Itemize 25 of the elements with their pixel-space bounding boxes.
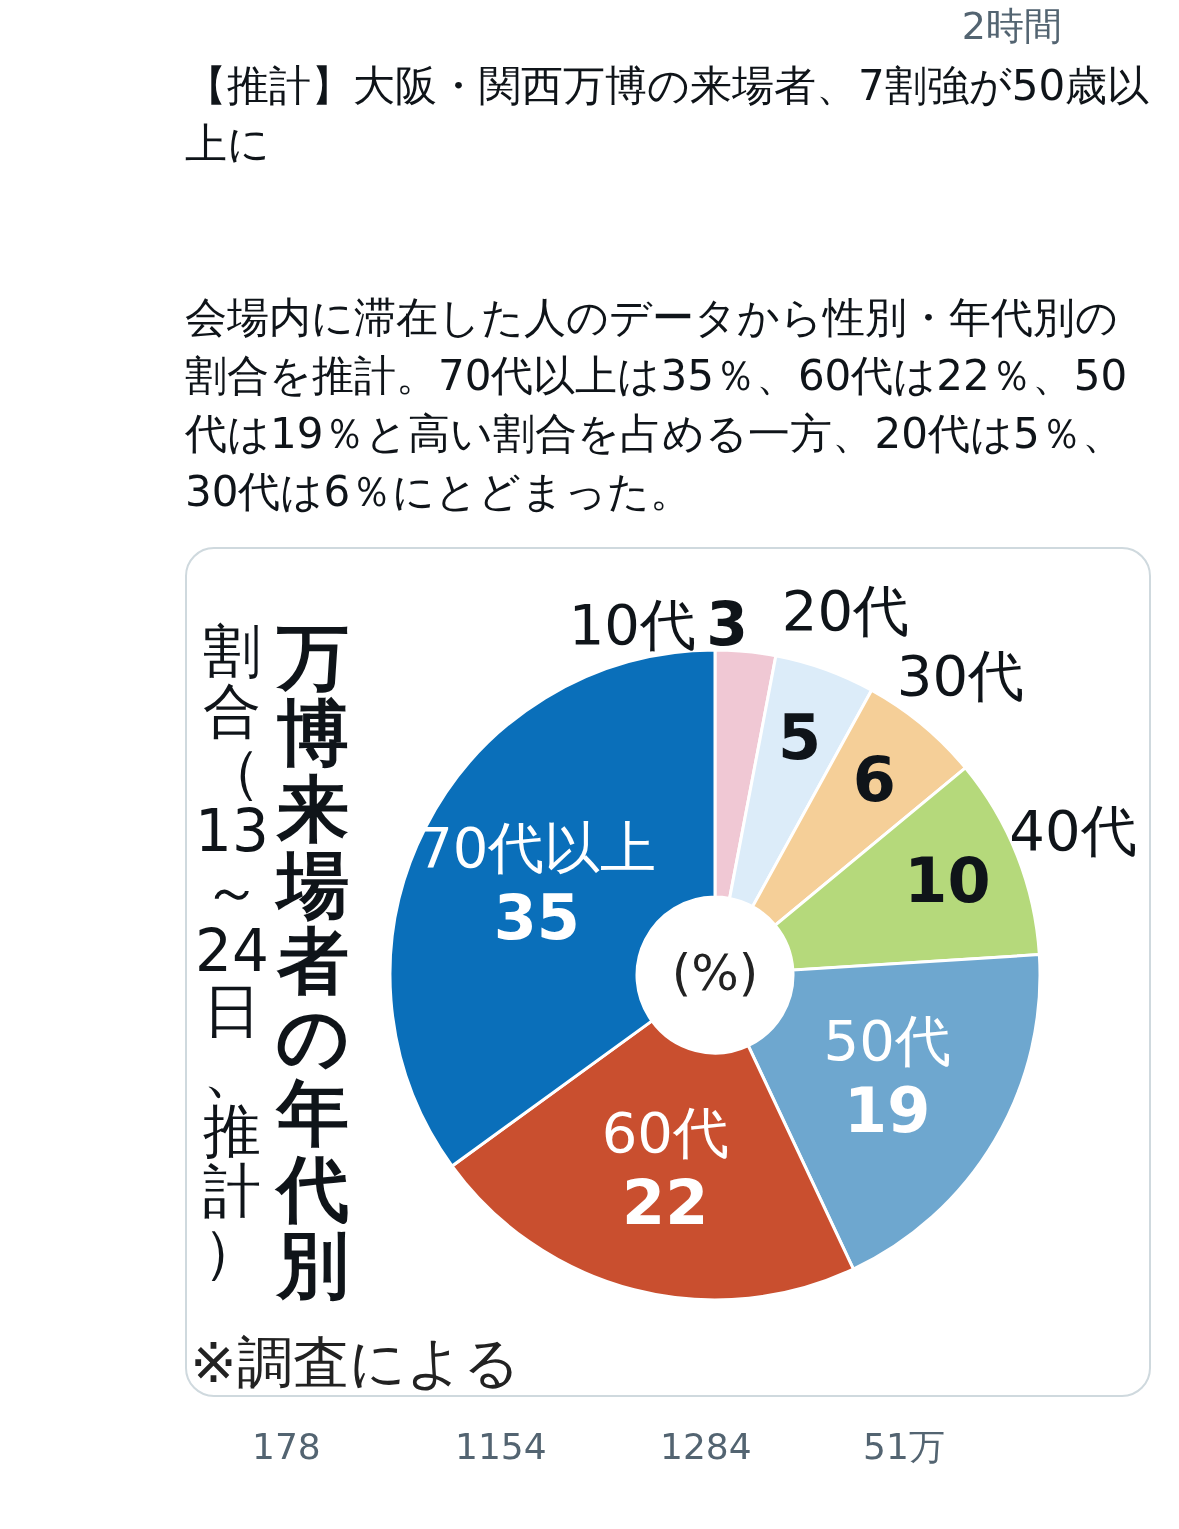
- text: 1154: [455, 1426, 547, 1467]
- slice-label: 20代: [781, 577, 910, 643]
- slice-label: 10代: [568, 591, 696, 657]
- data-label: 19: [844, 1073, 931, 1147]
- slice-label: 60代: [601, 1099, 729, 1165]
- data-label: 3: [706, 588, 748, 659]
- data-label: 5: [778, 700, 822, 774]
- data-label: 35: [493, 881, 580, 955]
- data-label: 22: [622, 1165, 709, 1239]
- slice-label: 40代: [1009, 798, 1137, 864]
- data-label: 6: [852, 743, 896, 817]
- data-label: 10: [904, 843, 991, 917]
- text: 51万: [863, 1426, 945, 1467]
- text: ※調査による: [190, 1330, 520, 1395]
- text: 【推計】大阪・関西万博の来場者、7割強が50歳以上に: [185, 61, 1150, 168]
- slice-label: 30代: [896, 643, 1025, 709]
- text: 割合（13～24日、推計）: [195, 617, 269, 1285]
- chart-title: 万博来場者の年代別: [276, 615, 350, 1307]
- slice-label: 70代以上: [417, 815, 657, 881]
- text: 会場内に滞在した人のデータから性別・年代別の割合を推計。70代以上は35％、60代は22％、50代は19％と高い割合を占める一方、20代は5％、30代は6％にとどまった。: [184, 293, 1128, 516]
- text: 1284: [660, 1426, 752, 1467]
- text: (%): [671, 944, 759, 1002]
- slice-label: 50代: [823, 1007, 951, 1073]
- text: 2時間: [961, 4, 1062, 48]
- text: 178: [252, 1426, 321, 1467]
